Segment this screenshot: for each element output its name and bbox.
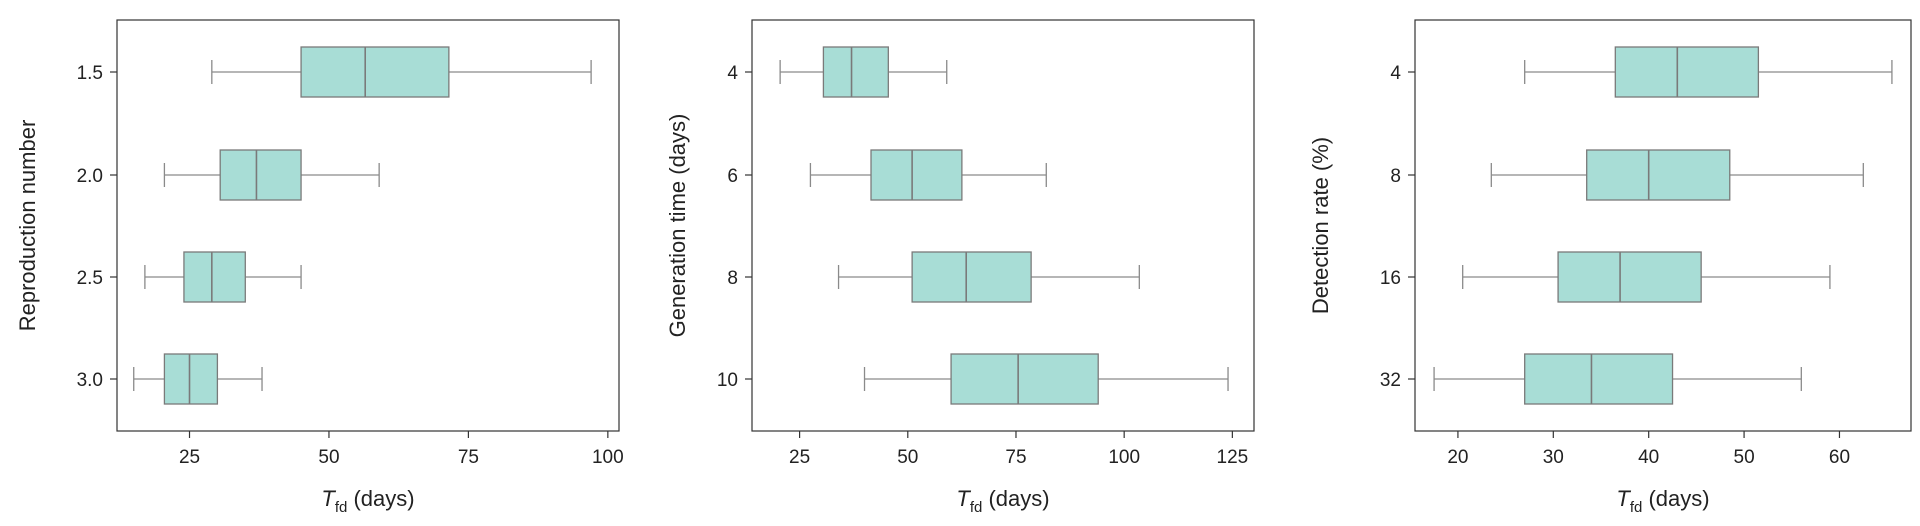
box-16 <box>1462 251 1831 303</box>
iqr-box <box>1524 353 1674 405</box>
panel-1: 25 50 75 100 1.5 2.0 2.5 3.0 Tfd (days) Reproduct… <box>15 19 624 516</box>
iqr-box <box>219 149 302 201</box>
x-tick-label: 75 <box>1005 447 1026 468</box>
box-1.5 <box>211 46 592 98</box>
y-tick-label: 16 <box>1380 268 1401 289</box>
y-tick-label: 2.0 <box>77 166 103 187</box>
x-axis-label-main: T <box>321 486 336 511</box>
y-tick-label: 32 <box>1380 370 1401 391</box>
x-tick-label: 125 <box>1217 447 1249 468</box>
box-8 <box>1490 149 1864 201</box>
box-8 <box>837 251 1140 303</box>
y-tick-label: 1.5 <box>77 63 103 84</box>
y-tick-label: 2.5 <box>77 268 103 289</box>
x-axis-label-rest: (days) <box>982 486 1049 511</box>
y-tick-label: 10 <box>717 370 738 391</box>
y-tick-label: 4 <box>1390 63 1401 84</box>
x-tick-label: 40 <box>1638 447 1659 468</box>
x-axis-label-rest: (days) <box>1642 486 1709 511</box>
x-tick-label: 25 <box>789 447 810 468</box>
y-tick-label: 8 <box>1390 166 1401 187</box>
x-tick-label: 50 <box>1734 447 1755 468</box>
box-2.5 <box>144 251 302 303</box>
iqr-box <box>183 251 246 303</box>
y-tick-label: 3.0 <box>77 370 103 391</box>
x-axis-label-sub: fd <box>335 499 348 516</box>
y-tick-label: 6 <box>727 166 738 187</box>
x-axis-label: Tfd (days) <box>1616 486 1709 516</box>
plot-frame <box>751 19 1255 432</box>
box-10 <box>863 353 1229 405</box>
x-tick-label: 30 <box>1543 447 1564 468</box>
iqr-box <box>911 251 1032 303</box>
x-axis-label: Tfd (days) <box>956 486 1049 516</box>
iqr-box <box>163 353 219 405</box>
x-axis-label-sub: fd <box>1630 499 1643 516</box>
iqr-box <box>870 149 963 201</box>
iqr-box <box>300 46 450 98</box>
panel-2: 25 50 75 100 125 4 6 8 10 Tfd (days) Generation ti… <box>665 19 1255 516</box>
box-32 <box>1433 353 1802 405</box>
x-tick-label: 75 <box>458 447 479 468</box>
x-tick-label: 50 <box>318 447 339 468</box>
plot-frame <box>116 19 620 432</box>
box-2.0 <box>163 149 380 201</box>
y-tick-label: 4 <box>727 63 738 84</box>
iqr-box <box>1614 46 1760 98</box>
y-axis-label: Detection rate (%) <box>1308 137 1333 314</box>
x-axis-label-main: T <box>1616 486 1631 511</box>
x-axis-label-sub: fd <box>970 499 983 516</box>
iqr-box <box>950 353 1099 405</box>
box-4 <box>779 46 948 98</box>
y-axis-label: Generation time (days) <box>665 114 690 338</box>
iqr-box <box>1586 149 1731 201</box>
panel-3: 20 30 40 50 60 4 8 16 32 Tfd (days) Detection rate… <box>1308 19 1912 516</box>
x-axis-label-rest: (days) <box>347 486 414 511</box>
x-tick-label: 100 <box>592 447 624 468</box>
x-axis-label: Tfd (days) <box>321 486 414 516</box>
x-tick-label: 50 <box>897 447 918 468</box>
x-tick-label: 25 <box>179 447 200 468</box>
x-axis-label-main: T <box>956 486 971 511</box>
x-tick-label: 20 <box>1447 447 1468 468</box>
box-3.0 <box>133 353 263 405</box>
plot-frame <box>1414 19 1912 432</box>
iqr-box <box>1557 251 1702 303</box>
x-tick-label: 100 <box>1108 447 1140 468</box>
iqr-box <box>822 46 889 98</box>
box-4 <box>1524 46 1893 98</box>
y-tick-label: 8 <box>727 268 738 289</box>
y-axis-label: Reproduction number <box>15 120 40 332</box>
box-6 <box>809 149 1047 201</box>
x-tick-label: 60 <box>1829 447 1850 468</box>
